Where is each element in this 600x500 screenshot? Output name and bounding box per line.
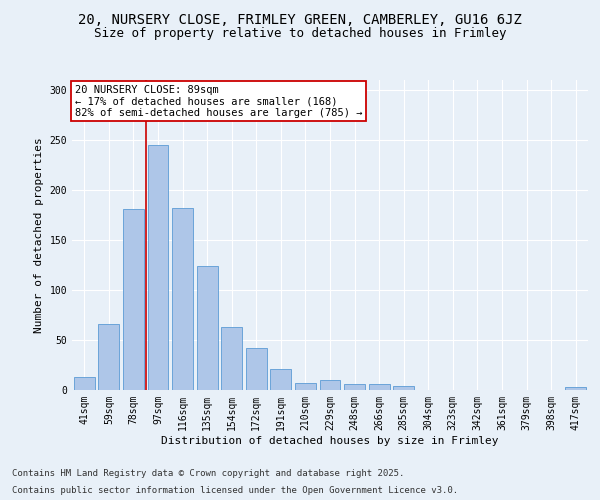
- Bar: [98, 324, 119, 390]
- Bar: [565, 387, 586, 390]
- Bar: [320, 380, 340, 390]
- Text: Size of property relative to detached houses in Frimley: Size of property relative to detached ho…: [94, 28, 506, 40]
- Bar: [172, 208, 193, 390]
- Bar: [148, 145, 169, 390]
- Bar: [197, 266, 218, 390]
- Text: 20, NURSERY CLOSE, FRIMLEY GREEN, CAMBERLEY, GU16 6JZ: 20, NURSERY CLOSE, FRIMLEY GREEN, CAMBER…: [78, 12, 522, 26]
- Bar: [368, 384, 389, 390]
- X-axis label: Distribution of detached houses by size in Frimley: Distribution of detached houses by size …: [161, 436, 499, 446]
- Text: Contains HM Land Registry data © Crown copyright and database right 2025.: Contains HM Land Registry data © Crown c…: [12, 468, 404, 477]
- Bar: [123, 209, 144, 390]
- Bar: [393, 386, 414, 390]
- Bar: [246, 348, 267, 390]
- Bar: [74, 377, 95, 390]
- Text: 20 NURSERY CLOSE: 89sqm
← 17% of detached houses are smaller (168)
82% of semi-d: 20 NURSERY CLOSE: 89sqm ← 17% of detache…: [74, 84, 362, 118]
- Bar: [221, 327, 242, 390]
- Text: Contains public sector information licensed under the Open Government Licence v3: Contains public sector information licen…: [12, 486, 458, 495]
- Bar: [344, 384, 365, 390]
- Y-axis label: Number of detached properties: Number of detached properties: [34, 137, 44, 333]
- Bar: [295, 383, 316, 390]
- Bar: [271, 369, 292, 390]
